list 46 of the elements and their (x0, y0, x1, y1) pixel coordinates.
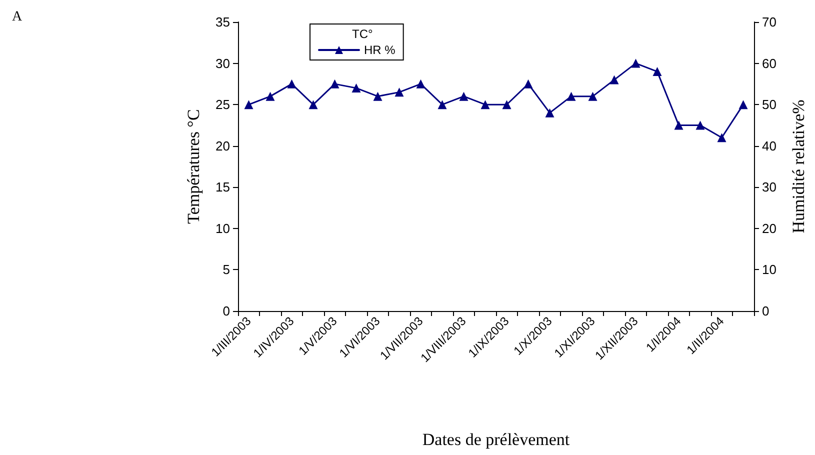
point (717, 133, 726, 142)
y-tick-label: 0 (222, 304, 230, 318)
point (287, 79, 296, 88)
point (244, 100, 254, 110)
point (502, 100, 512, 110)
y2-tick-label: 40 (762, 138, 776, 154)
point (545, 108, 554, 118)
y-tick-label: 30 (216, 56, 230, 71)
point (352, 84, 361, 93)
point (631, 58, 640, 68)
y2-axis-title: Humidité relative% (789, 100, 808, 234)
y-tick-label: 20 (216, 138, 230, 154)
point (674, 120, 684, 130)
x-axis-title: Dates de prélèvement (422, 430, 570, 449)
legend-title: TC° (352, 27, 373, 41)
point (308, 100, 318, 110)
y-tick-label: 10 (216, 220, 230, 236)
point (566, 92, 576, 101)
point (524, 79, 533, 88)
point (266, 92, 275, 101)
y-tick-label: 5 (222, 262, 230, 278)
point (373, 92, 382, 101)
point (330, 79, 340, 88)
point (459, 92, 468, 101)
point (696, 120, 705, 130)
y2-tick-label: 20 (762, 220, 776, 236)
point (652, 67, 662, 76)
y-axis-title: Températures °C (184, 109, 203, 224)
point (394, 88, 404, 97)
y2-tick-label: 30 (762, 180, 776, 195)
y-tick-label: 25 (216, 97, 230, 112)
point (438, 100, 447, 110)
text: A (12, 10, 23, 24)
point (588, 92, 598, 101)
point (416, 79, 426, 88)
y2-tick-label: 60 (762, 56, 776, 71)
y2-tick-label: 70 (762, 14, 776, 30)
legend-label: HR % (364, 43, 396, 57)
y-tick-label: 35 (216, 14, 230, 30)
point (738, 100, 748, 110)
y2-tick-label: 0 (762, 304, 770, 318)
y2-tick-label: 10 (762, 262, 776, 278)
point (610, 75, 619, 84)
y2-tick-label: 50 (762, 97, 776, 112)
point (480, 100, 490, 110)
y-tick-label: 15 (216, 180, 230, 195)
